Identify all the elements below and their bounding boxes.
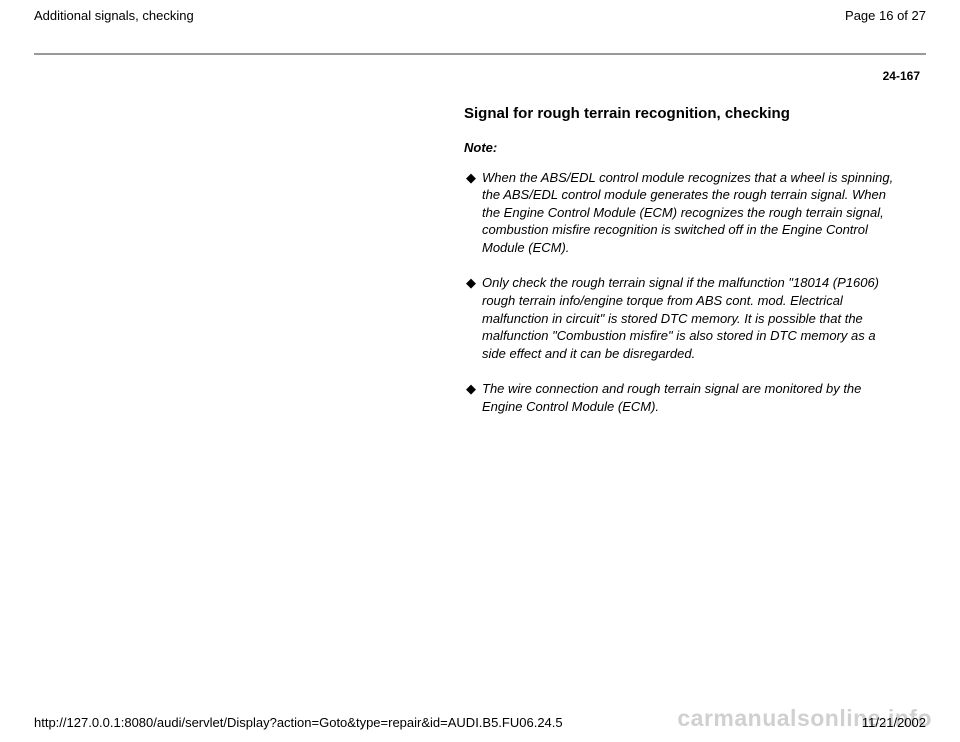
- right-column: Signal for rough terrain recognition, ch…: [464, 105, 926, 433]
- bullet-text: The wire connection and rough terrain si…: [482, 380, 896, 415]
- header-row: Additional signals, checking Page 16 of …: [34, 8, 926, 53]
- diamond-bullet-icon: ◆: [464, 274, 482, 362]
- note-label: Note:: [464, 140, 896, 155]
- bullet-text: When the ABS/EDL control module recogniz…: [482, 169, 896, 257]
- header-divider: [34, 53, 926, 55]
- diamond-bullet-icon: ◆: [464, 169, 482, 257]
- note-bullet: ◆ Only check the rough terrain signal if…: [464, 274, 896, 362]
- content-area: Signal for rough terrain recognition, ch…: [34, 105, 926, 433]
- footer-date: 11/21/2002: [862, 715, 926, 730]
- left-column: [34, 105, 464, 433]
- diamond-bullet-icon: ◆: [464, 380, 482, 415]
- bullet-text: Only check the rough terrain signal if t…: [482, 274, 896, 362]
- footer-url: http://127.0.0.1:8080/audi/servlet/Displ…: [34, 715, 563, 730]
- note-bullet: ◆ When the ABS/EDL control module recogn…: [464, 169, 896, 257]
- page-number: 24-167: [34, 69, 926, 83]
- header-page-of: Page 16 of 27: [845, 8, 926, 23]
- section-title: Signal for rough terrain recognition, ch…: [464, 105, 896, 124]
- footer-row: http://127.0.0.1:8080/audi/servlet/Displ…: [34, 715, 926, 730]
- note-bullet: ◆ The wire connection and rough terrain …: [464, 380, 896, 415]
- page-container: Additional signals, checking Page 16 of …: [0, 0, 960, 742]
- header-title: Additional signals, checking: [34, 8, 194, 23]
